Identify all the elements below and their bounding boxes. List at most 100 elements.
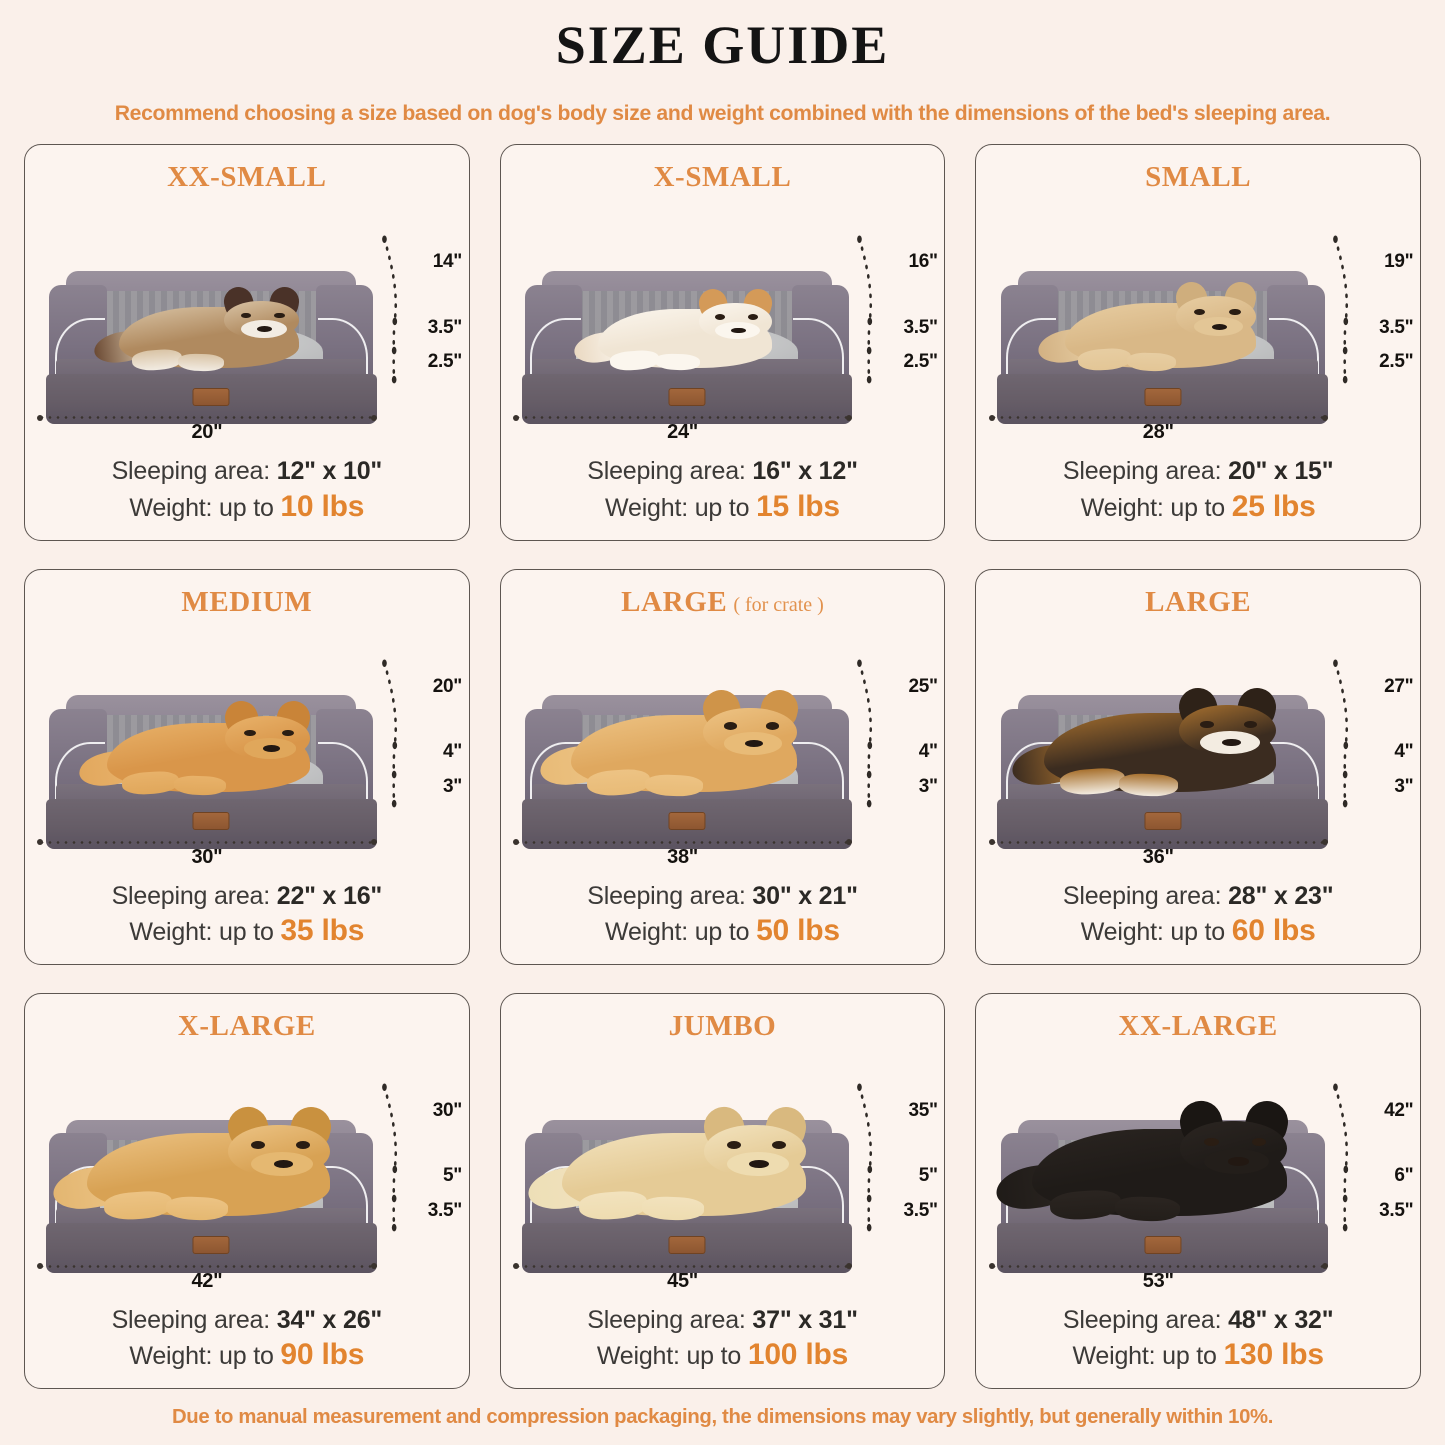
- width-dimension-line: [988, 1263, 1329, 1270]
- weight-value: 15 lbs: [756, 489, 840, 523]
- spec-block: Sleeping area: 16" x 12" Weight: up to 1…: [501, 456, 945, 529]
- sleeping-area-value: 16" x 12": [752, 457, 858, 486]
- spec-block: Sleeping area: 20" x 15" Weight: up to 2…: [976, 456, 1420, 529]
- width-dimension-line: [37, 414, 377, 421]
- size-card-x-small[interactable]: X-SMALL 16" 3.5" 2.5": [499, 144, 946, 541]
- size-card-large[interactable]: LARGE 27" 4" 3": [975, 568, 1421, 965]
- sleeping-area-value: 28" x 23": [1228, 881, 1334, 910]
- height-dimension-label: 19": [1384, 251, 1414, 273]
- illustration-area: 16" 3.5" 2.5" 24": [501, 196, 945, 456]
- size-card-large-crate[interactable]: LARGE( for crate ): [499, 568, 946, 965]
- sleeping-area-line: Sleeping area: 30" x 21": [509, 881, 937, 913]
- size-card-xx-large[interactable]: XX-LARGE 42" 6" 3.5": [975, 992, 1421, 1389]
- size-card-title: LARGE( for crate ): [621, 586, 824, 619]
- sleeping-area-value: 20" x 15": [1228, 457, 1334, 486]
- height-dimension-label: 4": [1394, 741, 1414, 763]
- bed-wrapper: [518, 682, 855, 849]
- width-dimension: 36": [988, 839, 1329, 869]
- bed-left-piping-trim: [54, 317, 106, 375]
- size-card-title: XX-LARGE: [1118, 1010, 1277, 1043]
- size-name: MEDIUM: [181, 585, 313, 618]
- sleeping-area-line: Sleeping area: 28" x 23": [984, 881, 1412, 913]
- size-card-jumbo[interactable]: JUMBO 35" 5" 3.5": [499, 992, 946, 1389]
- sleeping-area-value: 22" x 16": [276, 881, 383, 910]
- page-subtitle: Recommend choosing a size based on dog's…: [114, 101, 1331, 126]
- width-dimension: 24": [512, 414, 853, 444]
- dog-bed-illustration: [994, 258, 1331, 425]
- height-dimension-callouts: 14" 3.5" 2.5": [378, 233, 462, 389]
- size-card-title: SMALL: [1145, 161, 1251, 194]
- size-card-title: JUMBO: [669, 1010, 777, 1043]
- bed-wrapper: [43, 258, 380, 425]
- bed-brand-leather-tag: [192, 1236, 230, 1255]
- height-dimension-label: 30": [432, 1099, 463, 1121]
- weight-qualifier: up to: [1170, 918, 1225, 946]
- spec-block: Sleeping area: 28" x 23" Weight: up to 6…: [976, 881, 1420, 954]
- width-dimension: 42": [37, 1263, 377, 1293]
- weight-line: Weight: up to 35 lbs: [33, 912, 461, 950]
- height-dimension-callouts: 30" 5" 3.5": [378, 1081, 462, 1237]
- illustration-area: 25" 4" 3" 38": [501, 621, 945, 881]
- size-card-medium[interactable]: MEDIUM 20" 4" 3": [24, 568, 470, 965]
- size-subtitle: ( for crate ): [733, 593, 824, 616]
- height-dimension-label: 42": [1384, 1099, 1414, 1121]
- dog-bed-illustration: [518, 682, 855, 849]
- bed-wrapper: [994, 682, 1331, 849]
- bed-brand-leather-tag: [1144, 387, 1182, 407]
- width-dimension-label: 24": [667, 421, 698, 444]
- width-dimension: 28": [988, 414, 1329, 444]
- spec-block: Sleeping area: 30" x 21" Weight: up to 5…: [501, 881, 945, 954]
- weight-label: Weight:: [605, 918, 688, 946]
- dog-bed-illustration: [43, 258, 380, 425]
- width-dimension: 38": [512, 839, 853, 869]
- size-card-title: MEDIUM: [181, 586, 312, 619]
- bed-brand-leather-tag: [1144, 811, 1182, 831]
- size-card-small[interactable]: SMALL 19" 3.5" 2.5": [975, 144, 1421, 541]
- dimension-leader-lines: [381, 659, 397, 808]
- weight-label: Weight:: [129, 493, 213, 522]
- width-dimension-label: 30": [191, 845, 223, 868]
- sleeping-area-label: Sleeping area:: [111, 1305, 271, 1334]
- weight-qualifier: up to: [694, 493, 750, 522]
- height-dimension-label: 20": [432, 675, 463, 697]
- weight-qualifier: up to: [219, 918, 274, 946]
- sleeping-area-label: Sleeping area:: [587, 1305, 746, 1334]
- dimension-leader-lines: [857, 659, 873, 808]
- page-title: SIZE GUIDE: [555, 15, 890, 75]
- height-dimension-callouts: 20" 4" 3": [378, 657, 462, 813]
- weight-line: Weight: up to 130 lbs: [984, 1336, 1412, 1374]
- width-dimension-line: [988, 414, 1329, 421]
- sleeping-area-label: Sleeping area:: [587, 881, 746, 910]
- width-dimension: 45": [512, 1263, 853, 1293]
- width-dimension-line: [512, 414, 853, 421]
- size-name: SMALL: [1145, 161, 1252, 194]
- size-name: XX-SMALL: [167, 161, 327, 194]
- sleeping-area-label: Sleeping area:: [1062, 881, 1222, 910]
- height-dimension-callouts: 19" 3.5" 2.5": [1329, 233, 1414, 389]
- dimension-leader-lines: [381, 1083, 397, 1232]
- illustration-area: 19" 3.5" 2.5" 28": [976, 196, 1420, 456]
- width-dimension-label: 42": [191, 1269, 223, 1292]
- weight-qualifier: up to: [219, 1342, 274, 1371]
- height-dimension-label: 3.5": [1379, 316, 1414, 338]
- weight-value: 90 lbs: [280, 1338, 365, 1372]
- size-card-xx-small[interactable]: XX-SMALL 14" 3.5" 2.5: [24, 144, 470, 541]
- dog-bed-illustration: [518, 258, 855, 425]
- height-dimension-callouts: 27" 4" 3": [1329, 657, 1414, 813]
- width-dimension-label: 38": [667, 845, 698, 868]
- weight-line: Weight: up to 10 lbs: [33, 488, 461, 526]
- illustration-area: 42" 6" 3.5" 53": [976, 1045, 1420, 1305]
- size-card-x-large[interactable]: X-LARGE 30" 5" 3.5": [24, 992, 470, 1389]
- width-dimension: 20": [37, 414, 377, 444]
- weight-label: Weight:: [129, 1342, 213, 1371]
- dimension-leader-lines: [381, 235, 397, 384]
- height-dimension-label: 2.5": [427, 351, 463, 373]
- width-dimension-label: 45": [667, 1269, 698, 1292]
- illustration-area: 27" 4" 3" 36": [976, 621, 1420, 881]
- weight-value: 100 lbs: [747, 1338, 849, 1372]
- sleeping-area-value: 34" x 26": [276, 1305, 383, 1334]
- bed-brand-leather-tag: [1144, 1236, 1182, 1255]
- width-dimension-line: [988, 839, 1329, 845]
- spec-block: Sleeping area: 22" x 16" Weight: up to 3…: [25, 881, 469, 954]
- sleeping-area-value: 30" x 21": [752, 881, 858, 910]
